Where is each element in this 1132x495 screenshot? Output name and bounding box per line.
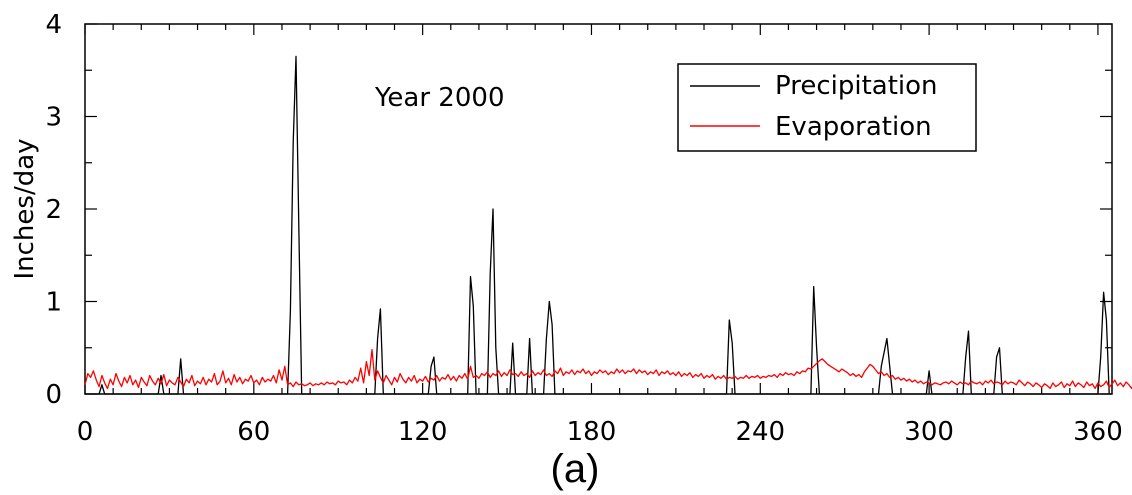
y-tick-label: 0 [45, 380, 62, 410]
x-tick-label: 120 [398, 417, 448, 447]
series-layer [84, 55, 1132, 395]
series-line-evaporation [84, 348, 1132, 390]
x-tick-label: 0 [77, 417, 94, 447]
x-tick-label: 300 [904, 417, 954, 447]
figure-caption: (a) [551, 447, 600, 491]
y-tick-labels: 0 1 2 3 4 [45, 10, 62, 410]
x-tick-label: 60 [237, 417, 270, 447]
x-tick-label: 180 [567, 417, 617, 447]
x-tick-label: 360 [1073, 417, 1123, 447]
y-tick-label: 2 [45, 195, 62, 225]
legend-box [677, 63, 977, 152]
x-tick-label: 240 [735, 417, 785, 447]
y-tick-label: 3 [45, 103, 62, 133]
y-axis-label: Inches/day [10, 138, 40, 279]
series-line-precipitation [85, 55, 1110, 395]
legend: Precipitation Evaporation [677, 63, 977, 152]
y-tick-label: 1 [45, 288, 62, 318]
legend-label-precipitation: Precipitation [775, 71, 938, 101]
legend-label-evaporation: Evaporation [775, 112, 932, 142]
year-annotation: Year 2000 [374, 83, 504, 113]
y-tick-label: 4 [45, 10, 62, 40]
axis-ticks [84, 23, 1112, 395]
x-tick-labels: 0 60 120 180 240 300 360 [77, 417, 1123, 447]
